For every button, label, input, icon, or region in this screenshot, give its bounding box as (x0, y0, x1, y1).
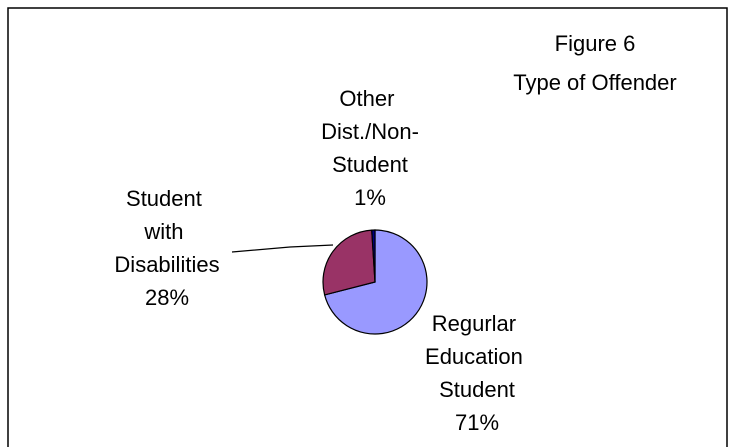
pie-slice (322, 229, 376, 296)
slice-label: Regurlar Education Student (425, 311, 529, 402)
slice-label: Student with Disabilities (114, 186, 219, 277)
leader-line (231, 244, 334, 253)
pie-slice (323, 229, 428, 335)
slice-label-line: Student (332, 152, 408, 177)
slice-label-line: Disabilities (114, 252, 219, 277)
slice-label-line: Education (425, 344, 529, 369)
chart-subtitle: Type of Offender (513, 70, 676, 95)
slice-label-line: Student (439, 377, 515, 402)
slice-label-line: Regurlar (432, 311, 522, 336)
slice-value-label: 71% (455, 410, 499, 435)
slice-label-line: Student (126, 186, 208, 211)
slice-label-line: Dist./Non- (321, 119, 419, 144)
slice-value-label: 28% (145, 285, 189, 310)
slice-label-line: with (143, 219, 189, 244)
pie-slice (371, 229, 376, 283)
chart-frame (7, 7, 728, 447)
slice-label-line: Other (339, 86, 400, 111)
slice-value-label: 1% (354, 185, 386, 210)
chart-title: Figure 6 (555, 31, 636, 56)
slice-label: Other Dist./Non- Student (321, 86, 419, 177)
